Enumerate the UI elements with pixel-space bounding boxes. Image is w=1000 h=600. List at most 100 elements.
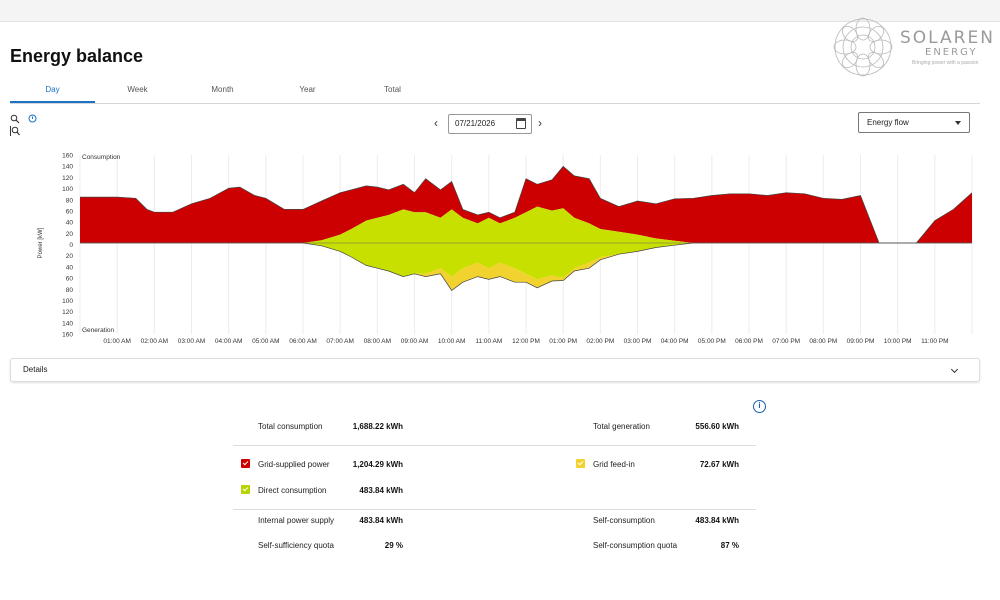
x-tick-label: 07:00 AM [326, 338, 353, 345]
logo-mark-icon [833, 17, 893, 77]
direct-consumption-value: 483.84 kWh [359, 486, 403, 495]
y-tick-label: 60 [66, 208, 74, 215]
grid-feed-label: Grid feed-in [593, 460, 635, 469]
summary-row-internal-supply: Internal power supply 483.84 kWh [258, 516, 403, 530]
summary-row-self-consumption-quota: Self-consumption quota 87 % [593, 541, 739, 555]
date-picker[interactable] [448, 114, 532, 134]
self-consumption-quota-value: 87 % [720, 541, 739, 550]
total-consumption-value: 1,688.22 kWh [352, 422, 403, 431]
chevron-down-icon [950, 365, 959, 374]
x-tick-label: 06:00 PM [735, 338, 763, 345]
details-label: Details [23, 365, 48, 374]
x-tick-label: 04:00 PM [661, 338, 689, 345]
brand-sub: ENERGY [925, 47, 978, 58]
summary-row-total-generation: Total generation 556.60 kWh [593, 422, 739, 436]
y-tick-label: 120 [62, 309, 73, 316]
x-tick-label: 07:00 PM [772, 338, 800, 345]
grid-supplied-area [80, 166, 972, 243]
summary-row-total-consumption: Total consumption 1,688.22 kWh [258, 422, 403, 436]
page-title: Energy balance [10, 46, 144, 66]
grid-feed-in-area [80, 243, 972, 291]
x-tick-label: 01:00 PM [549, 338, 577, 345]
next-day-button[interactable]: › [538, 116, 542, 130]
consumption-line [80, 165, 973, 244]
x-tick-label: 09:00 AM [401, 338, 428, 345]
x-tick-label: 11:00 AM [475, 338, 502, 345]
tab-week[interactable]: Week [127, 85, 148, 94]
grid-supplied-value: 1,204.29 kWh [352, 460, 403, 469]
zoom-out-icon[interactable] [10, 126, 20, 136]
energy-summary: Total consumption 1,688.22 kWh Total gen… [233, 415, 758, 565]
x-tick-label: 04:00 AM [215, 338, 242, 345]
zoom-tools [10, 114, 44, 136]
period-tabs: Day Week Month Year Total [10, 80, 980, 104]
details-accordion[interactable]: Details [10, 358, 980, 382]
top-bar [0, 0, 1000, 22]
summary-row-self-sufficiency: Self-sufficiency quota 29 % [258, 541, 403, 555]
summary-row-grid-feed: Grid feed-in 72.67 kWh [576, 459, 739, 474]
x-tick-label: 03:00 PM [624, 338, 652, 345]
x-tick-label: 08:00 PM [809, 338, 837, 345]
x-tick-label: 05:00 AM [252, 338, 279, 345]
self-consumption-value: 483.84 kWh [695, 516, 739, 525]
x-tick-label: 10:00 AM [438, 338, 465, 345]
calendar-icon[interactable] [516, 118, 526, 129]
y-tick-label: 40 [66, 264, 74, 271]
y-tick-label: 80 [66, 197, 74, 204]
zoom-in-icon[interactable] [10, 114, 20, 124]
direct-consumption-checkbox[interactable] [241, 485, 250, 494]
summary-row-direct-consumption: Direct consumption 483.84 kWh [241, 485, 403, 500]
tab-day[interactable]: Day [10, 80, 95, 103]
y-tick-label: 140 [62, 164, 73, 171]
tab-total[interactable]: Total [384, 85, 401, 94]
y-tick-label: 160 [62, 332, 73, 339]
brand-tagline: Bringing power with a passion [912, 60, 979, 66]
divider [233, 445, 756, 446]
grid-feed-value: 72.67 kWh [699, 460, 739, 469]
x-tick-label: 06:00 AM [289, 338, 316, 345]
y-tick-label: 80 [66, 287, 74, 294]
grid-feed-checkbox[interactable] [576, 459, 585, 468]
total-generation-value: 556.60 kWh [695, 422, 739, 431]
consumption-label: Consumption [82, 154, 121, 161]
x-tick-label: 03:00 AM [178, 338, 205, 345]
grid-supplied-checkbox[interactable] [241, 459, 250, 468]
tab-year[interactable]: Year [299, 85, 316, 94]
y-tick-label: 40 [66, 220, 74, 227]
energy-flow-chart: 160 140 120 100 80 60 40 20 0 20 40 60 80 100 120 140 16… [38, 153, 973, 345]
self-sufficiency-value: 29 % [384, 541, 403, 550]
brand-name: SOLAREN [900, 28, 995, 48]
chevron-down-icon [955, 121, 961, 125]
info-icon[interactable]: i [753, 400, 766, 413]
y-tick-label: 0 [69, 242, 73, 249]
x-tick-label: 09:00 PM [847, 338, 875, 345]
grid-supplied-label: Grid-supplied power [258, 460, 330, 469]
x-tick-label: 08:00 AM [364, 338, 391, 345]
y-axis-label: Power [kW] [38, 227, 44, 258]
x-tick-label: 12:00 PM [512, 338, 540, 345]
direct-consumption-label: Direct consumption [258, 486, 327, 495]
self-consumption-quota-label: Self-consumption quota [593, 541, 678, 550]
tab-month[interactable]: Month [211, 85, 234, 94]
x-tick-label: 01:00 AM [103, 338, 130, 345]
x-tick-label: 05:00 PM [698, 338, 726, 345]
brand-logo: SOLAREN ENERGY Bringing power with a pas… [830, 14, 995, 80]
internal-supply-value: 483.84 kWh [359, 516, 403, 525]
summary-row-self-consumption: Self-consumption 483.84 kWh [593, 516, 739, 530]
reset-zoom-icon[interactable] [28, 114, 37, 123]
y-tick-label: 140 [62, 320, 73, 327]
y-tick-label: 20 [66, 231, 74, 238]
x-tick-label: 10:00 PM [884, 338, 912, 345]
previous-day-button[interactable]: ‹ [434, 116, 438, 130]
self-sufficiency-label: Self-sufficiency quota [258, 541, 334, 550]
x-tick-label: 02:00 AM [141, 338, 168, 345]
generation-label: Generation [82, 327, 115, 334]
y-tick-label: 100 [62, 186, 73, 193]
x-tick-label: 11:00 PM [921, 338, 948, 345]
view-select[interactable]: Energy flow [858, 112, 970, 133]
y-tick-label: 20 [66, 253, 74, 260]
date-input[interactable] [455, 119, 513, 128]
x-tick-label: 02:00 PM [586, 338, 614, 345]
y-tick-label: 120 [62, 175, 73, 182]
view-select-value: Energy flow [867, 118, 909, 127]
